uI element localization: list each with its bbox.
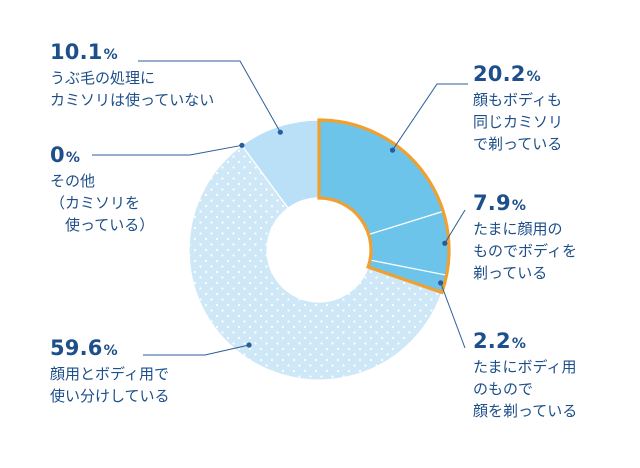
desc-no-razor: うぶ毛の処理に カミソリは使っていない (50, 69, 215, 109)
label-no-razor: 10.1% うぶ毛の処理に カミソリは使っていない (50, 40, 214, 111)
leader-line-other (92, 144, 243, 156)
label-face-body-same: 20.2% 顔もボディも 同じカミソリ で剃っている (473, 62, 563, 155)
unit-body-for-face: % (511, 336, 527, 352)
leader-dot-face-body-same (389, 147, 396, 153)
leader-dot-no-razor (277, 129, 283, 135)
desc-face-body-same: 顔もボディも 同じカミソリ で剃っている (473, 91, 564, 153)
desc-body-for-face: たまにボディ用 のもので 顔を剃っている (473, 358, 578, 420)
desc-face-for-body: たまに顔用の ものでボディを 剃っている (473, 220, 577, 282)
unit-other: % (65, 150, 81, 166)
highlight-outline (317, 118, 451, 295)
leader-dot-face-for-body (442, 240, 448, 246)
leader-line-face-body-same (392, 83, 468, 151)
label-body-for-face: 2.2% たまにボディ用 のもので 顔を剃っている (473, 329, 577, 422)
leader-line-body-for-face (440, 282, 466, 349)
value-body-for-face: 2.2 (473, 329, 511, 353)
label-other: 0% その他 （カミソリを 使っている） (50, 143, 154, 236)
unit-face-for-body: % (511, 198, 527, 214)
leader-dot-other (239, 142, 245, 148)
leader-line-separate-use (143, 344, 250, 356)
leader-dot-body-for-face (438, 280, 444, 286)
unit-face-body-same: % (526, 69, 541, 85)
leader-dot-separate-use (246, 342, 252, 348)
value-face-for-body: 7.9 (473, 191, 511, 215)
desc-separate-use: 顔用とボディ用で 使い分けしている (50, 365, 170, 405)
value-no-razor: 10.1 (50, 40, 103, 64)
value-other: 0 (50, 143, 65, 167)
slice-separate-use (188, 144, 443, 381)
label-separate-use: 59.6% 顔用とボディ用で 使い分けしている (50, 336, 170, 407)
leader-line-no-razor (138, 60, 281, 133)
label-face-for-body: 7.9% たまに顔用の ものでボディを 剃っている (473, 191, 577, 284)
value-separate-use: 59.6 (50, 336, 103, 360)
unit-no-razor: % (103, 47, 118, 63)
leader-line-face-for-body (444, 209, 466, 244)
unit-separate-use: % (103, 343, 118, 359)
desc-other: その他 （カミソリを 使っている） (50, 172, 155, 234)
value-face-body-same: 20.2 (473, 62, 526, 86)
